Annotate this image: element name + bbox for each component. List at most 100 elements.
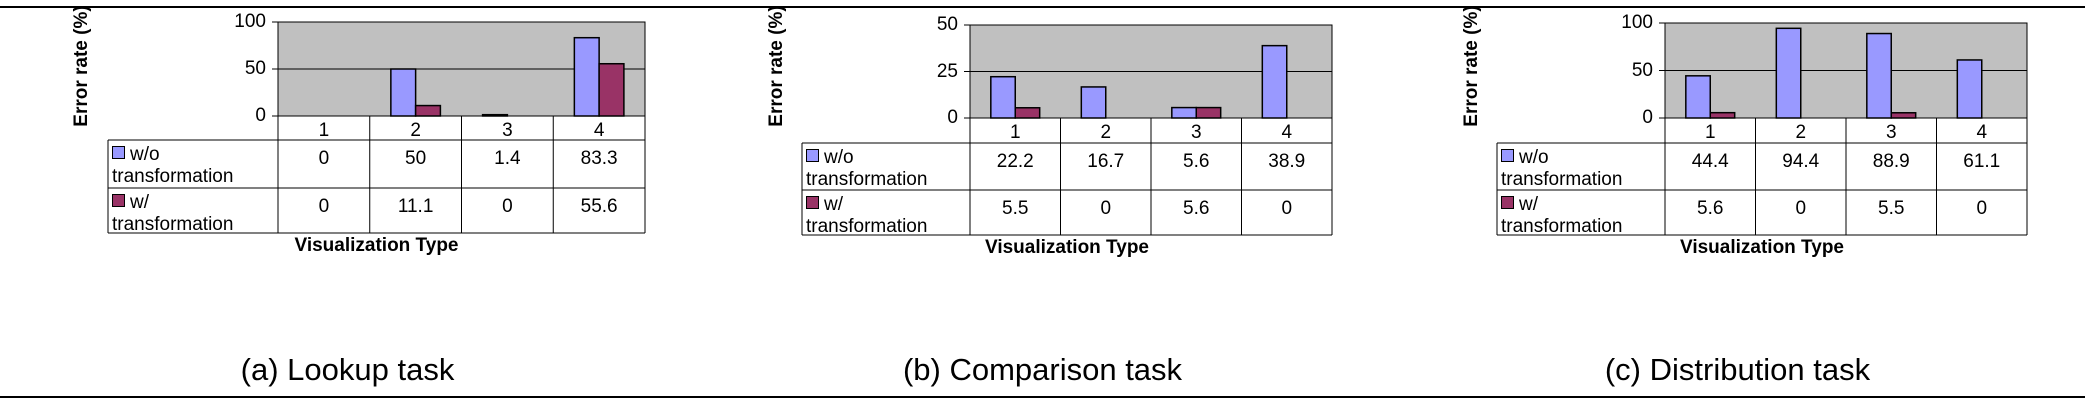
legend-text: transformation (112, 166, 234, 187)
chart-svg (1496, 22, 2028, 236)
bar-w-1 (1709, 111, 1736, 119)
legend-swatch (112, 194, 125, 208)
bar-wo-2 (1775, 27, 1802, 119)
data-label: 5.6 (1183, 198, 1210, 219)
y-tick-label: 50 (1631, 59, 1653, 81)
bar-wo-4 (1261, 44, 1288, 119)
panel-caption: (c) Distribution task (1604, 352, 1871, 387)
category-label: 2 (410, 120, 421, 141)
category-label: 4 (1976, 122, 1988, 143)
legend-text: transformation (1501, 216, 1623, 237)
chart-panel-distribution: Error rate (%) Visualization Type (c) Di… (1390, 0, 2085, 405)
legend-entry-wo: w/o transformation (112, 144, 233, 188)
category-label: 1 (1009, 122, 1021, 143)
legend-text: w/o (130, 144, 160, 165)
data-label: 88.9 (1872, 151, 1910, 172)
legend-text: transformation (1501, 169, 1623, 190)
y-tick-label: 0 (255, 105, 266, 126)
y-tick-label: 0 (1642, 107, 1653, 128)
category-label: 3 (1190, 122, 1202, 143)
bar-w-1 (1014, 107, 1041, 119)
legend-text: w/o (1519, 147, 1549, 168)
legend-entry-w: w/transformation (112, 192, 233, 236)
data-label: 0 (1281, 198, 1293, 219)
data-label: 55.6 (580, 196, 618, 217)
data-label: 5.6 (1183, 151, 1210, 172)
category-label: 1 (1704, 122, 1716, 143)
legend-entry-w: w/transformation (806, 194, 927, 238)
data-label: 22.2 (996, 151, 1034, 172)
y-axis-label: Error rate (%) (1461, 5, 1482, 127)
y-tick-label: 100 (1621, 12, 1653, 33)
category-label: 1 (318, 120, 330, 141)
bar-wo-4 (573, 36, 600, 117)
bar-w-4 (598, 62, 625, 117)
data-label: 11.1 (397, 196, 434, 217)
bar-wo-2 (390, 68, 417, 117)
bar-wo-2 (1080, 86, 1107, 119)
category-label: 4 (1281, 122, 1293, 143)
data-label: 0 (318, 148, 330, 169)
y-axis-label: Error rate (%) (766, 5, 787, 127)
category-label: 4 (593, 120, 605, 141)
category-label: 3 (502, 120, 513, 141)
data-label: 0 (502, 196, 513, 217)
bar-wo-3 (1866, 32, 1893, 119)
legend-entry-wo: w/o transformation (806, 147, 927, 191)
y-tick-label: 0 (947, 107, 958, 128)
data-label: 0 (318, 196, 330, 217)
bottom-rule (0, 396, 2085, 398)
category-label: 2 (1795, 122, 1807, 143)
bar-w-3 (1195, 106, 1222, 119)
category-label: 3 (1885, 122, 1897, 143)
x-axis-label: Visualization Type (294, 235, 459, 256)
legend-entry-wo: w/o transformation (1501, 147, 1622, 191)
data-label: 0 (1795, 198, 1807, 219)
data-label: 61.1 (1963, 151, 2001, 172)
data-label: 5.5 (1878, 198, 1905, 219)
legend-swatch (1501, 149, 1514, 163)
data-label: 38.9 (1268, 151, 1306, 172)
bar-wo-4 (1956, 59, 1983, 119)
data-label: 0 (1100, 198, 1112, 219)
data-label: 0 (1976, 198, 1988, 219)
y-tick-label: 100 (234, 11, 266, 32)
bar-w-3 (1890, 112, 1917, 119)
y-tick-label: 50 (936, 14, 958, 35)
legend-text: w/ (130, 192, 149, 213)
category-label: 2 (1100, 122, 1112, 143)
legend-text: transformation (806, 169, 928, 190)
legend-text: transformation (112, 214, 234, 235)
legend-swatch (806, 196, 819, 210)
legend-text: transformation (806, 216, 928, 237)
chart-panel-lookup: Error rate (%) Visualization Type (a) Lo… (0, 0, 695, 405)
legend-text: w/ (1519, 194, 1538, 215)
bar-wo-3 (1171, 106, 1198, 119)
data-label: 50 (405, 148, 427, 169)
data-label: 44.4 (1691, 151, 1729, 172)
y-axis-label: Error rate (%) (71, 5, 92, 127)
legend-text: w/ (824, 194, 843, 215)
x-axis-label: Visualization Type (984, 237, 1149, 258)
y-tick-label: 25 (936, 60, 958, 82)
top-rule (0, 6, 2085, 8)
legend-text: w/o (824, 147, 854, 168)
x-axis-label: Visualization Type (1679, 237, 1844, 258)
data-label: 83.3 (580, 148, 618, 169)
panel-caption: (a) Lookup task (240, 352, 455, 387)
bar-w-2 (414, 104, 442, 117)
data-label: 94.4 (1782, 151, 1820, 172)
legend-swatch (1501, 196, 1514, 210)
y-tick-label: 50 (244, 58, 266, 79)
data-label: 16.7 (1087, 151, 1125, 172)
chart-panel-comparison: Error rate (%) Visualization Type (b) Co… (695, 0, 1390, 405)
data-label: 5.5 (1002, 198, 1029, 219)
data-label: 5.6 (1697, 198, 1724, 219)
legend-entry-w: w/transformation (1501, 194, 1622, 238)
bar-wo-1 (1685, 75, 1712, 119)
bar-wo-1 (990, 75, 1017, 119)
legend-swatch (806, 149, 819, 163)
data-label: 1.4 (494, 148, 521, 169)
legend-swatch (112, 146, 125, 160)
